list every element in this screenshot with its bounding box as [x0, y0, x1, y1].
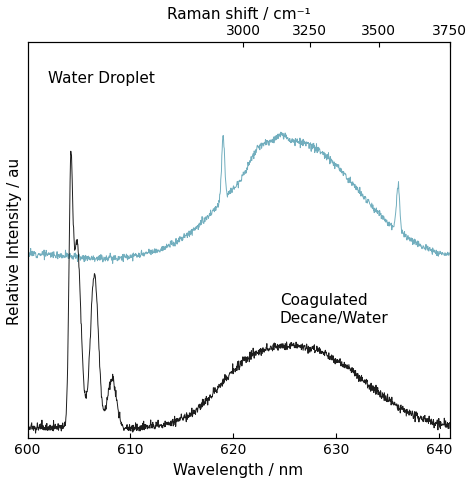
X-axis label: Raman shift / cm⁻¹: Raman shift / cm⁻¹: [167, 7, 310, 22]
Text: Coagulated
Decane/Water: Coagulated Decane/Water: [280, 293, 389, 325]
Text: Water Droplet: Water Droplet: [48, 71, 155, 86]
X-axis label: Wavelength / nm: Wavelength / nm: [173, 462, 303, 477]
Y-axis label: Relative Intensity / au: Relative Intensity / au: [7, 157, 22, 324]
